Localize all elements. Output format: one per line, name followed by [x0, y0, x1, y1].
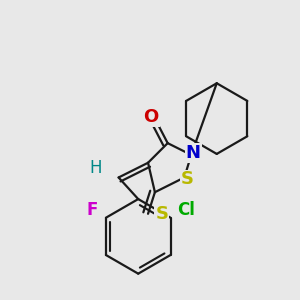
Text: N: N — [186, 144, 201, 162]
Text: F: F — [86, 201, 98, 219]
Text: Cl: Cl — [177, 201, 195, 219]
Text: S: S — [155, 205, 168, 223]
Text: H: H — [90, 159, 102, 177]
Text: S: S — [181, 170, 194, 188]
Text: O: O — [143, 108, 159, 126]
